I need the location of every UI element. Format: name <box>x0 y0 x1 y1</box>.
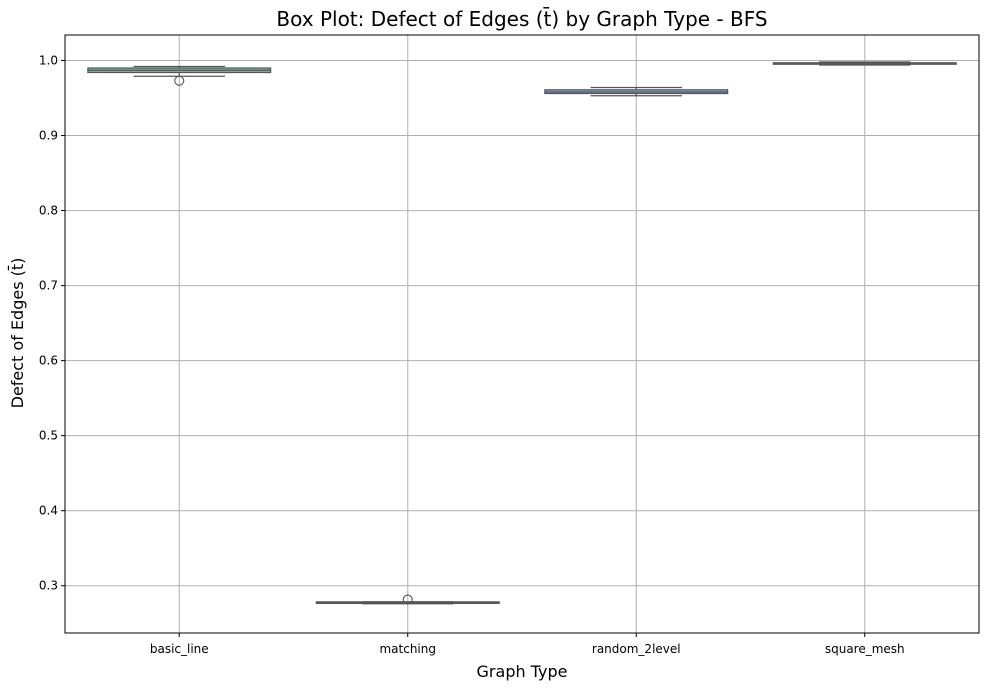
y-axis-label: Defect of Edges (t̄) <box>8 258 27 409</box>
x-tick-label: square_mesh <box>825 642 905 656</box>
box-square_mesh <box>772 61 957 66</box>
chart-title: Box Plot: Defect of Edges (t̄) by Graph … <box>276 6 767 31</box>
y-tick-label: 0.6 <box>39 354 58 368</box>
y-tick-label: 0.8 <box>39 204 58 218</box>
box-basic_line <box>87 65 272 86</box>
y-tick-label: 0.5 <box>39 429 58 443</box>
y-tick-label: 0.4 <box>39 504 58 518</box>
x-tick-label: basic_line <box>150 642 209 656</box>
outlier-point <box>402 594 413 605</box>
x-tick-label: matching <box>379 642 436 656</box>
y-tick-label: 0.7 <box>39 279 58 293</box>
y-tick-label: 1.0 <box>39 54 58 68</box>
outlier-point <box>174 75 185 86</box>
y-tick-label: 0.9 <box>39 129 58 143</box>
x-tick-label: random_2level <box>592 642 681 656</box>
x-axis-label: Graph Type <box>477 662 568 681</box>
y-ticks: 0.3 0.4 0.5 0.6 0.7 0.8 0.9 1.0 <box>39 54 65 593</box>
x-ticks: basic_line matching random_2level square_me… <box>150 633 905 656</box>
boxes <box>87 61 957 605</box>
box-matching <box>315 594 500 605</box>
plot-frame <box>64 34 980 634</box>
y-tick-label: 0.3 <box>39 579 58 593</box>
box-random_2level <box>544 86 729 97</box>
grid <box>65 35 979 633</box>
